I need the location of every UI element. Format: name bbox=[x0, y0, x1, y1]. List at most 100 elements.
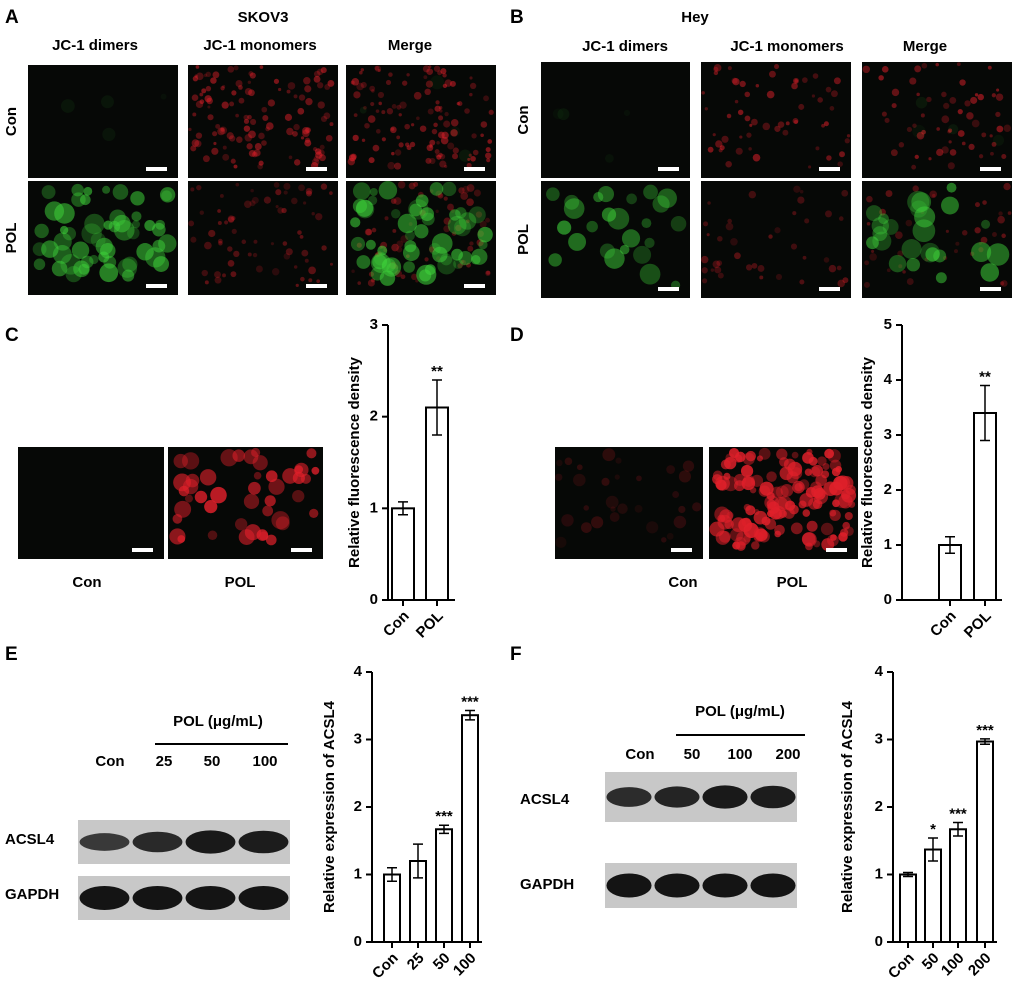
cell bbox=[429, 189, 434, 193]
cell bbox=[306, 448, 317, 459]
image-background bbox=[188, 65, 338, 178]
cell bbox=[678, 505, 686, 514]
cell bbox=[839, 151, 845, 158]
cell bbox=[969, 251, 975, 257]
cell bbox=[557, 220, 572, 235]
cell bbox=[480, 121, 488, 128]
cell bbox=[371, 89, 375, 93]
cell bbox=[449, 126, 461, 137]
cell bbox=[363, 105, 367, 110]
scale-bar bbox=[980, 287, 1001, 291]
cell bbox=[483, 95, 489, 102]
cell bbox=[840, 489, 851, 500]
cell bbox=[802, 509, 811, 517]
cell bbox=[313, 147, 318, 152]
cell bbox=[304, 85, 312, 93]
cell bbox=[756, 455, 764, 462]
cell bbox=[210, 77, 217, 84]
cell bbox=[435, 209, 439, 214]
cell bbox=[305, 98, 313, 106]
cell bbox=[303, 76, 311, 85]
cell bbox=[293, 265, 298, 269]
micrograph bbox=[28, 181, 178, 295]
cell bbox=[614, 474, 620, 480]
cell bbox=[905, 219, 913, 227]
cell bbox=[842, 277, 849, 284]
y-tick-label: 2 bbox=[884, 481, 892, 498]
cell bbox=[98, 251, 110, 263]
micrograph bbox=[701, 62, 851, 178]
cell bbox=[609, 512, 620, 522]
cell bbox=[391, 209, 401, 219]
image-label: Con bbox=[72, 574, 101, 591]
micrograph bbox=[701, 181, 851, 298]
cell bbox=[217, 209, 222, 213]
cell bbox=[568, 232, 587, 251]
cell bbox=[623, 109, 631, 117]
cell bbox=[813, 489, 829, 505]
cell bbox=[437, 131, 445, 139]
cell bbox=[244, 524, 261, 541]
cell bbox=[233, 250, 240, 258]
cell bbox=[403, 261, 415, 273]
cell bbox=[941, 91, 947, 98]
cell bbox=[196, 72, 204, 81]
cell bbox=[469, 92, 473, 97]
cell bbox=[891, 103, 897, 109]
error-bar bbox=[439, 824, 449, 835]
micrograph bbox=[862, 181, 1012, 298]
cell bbox=[425, 80, 434, 88]
cell bbox=[248, 149, 256, 157]
cell bbox=[205, 71, 212, 77]
cell bbox=[593, 192, 604, 203]
cell bbox=[464, 108, 470, 114]
cell bbox=[388, 72, 393, 77]
cell bbox=[60, 253, 82, 275]
cell bbox=[941, 115, 950, 124]
cell bbox=[872, 226, 888, 242]
cell bbox=[742, 475, 755, 487]
scale-bar bbox=[980, 167, 1001, 171]
cell bbox=[912, 123, 917, 128]
cell bbox=[286, 89, 291, 94]
cell bbox=[485, 147, 491, 153]
cell bbox=[199, 469, 217, 486]
cell bbox=[415, 194, 429, 208]
protein-label: GAPDH bbox=[5, 886, 59, 903]
cell bbox=[408, 199, 429, 220]
cell bbox=[397, 213, 418, 234]
column-header: JC-1 monomers bbox=[730, 38, 843, 55]
cell bbox=[320, 183, 328, 190]
cell bbox=[207, 530, 218, 541]
cell bbox=[576, 464, 583, 471]
cell bbox=[250, 188, 254, 193]
cell bbox=[932, 193, 936, 198]
scale-bar bbox=[464, 167, 485, 171]
cell bbox=[447, 215, 467, 235]
cell bbox=[373, 251, 388, 266]
cell bbox=[288, 155, 293, 160]
cell bbox=[202, 155, 210, 163]
x-tick-label: 200 bbox=[965, 950, 995, 980]
cell bbox=[806, 448, 813, 455]
scale-bar bbox=[132, 548, 153, 552]
cell bbox=[707, 146, 714, 153]
cell bbox=[469, 241, 474, 246]
cell bbox=[184, 494, 194, 503]
cell bbox=[948, 140, 952, 144]
cell bbox=[1003, 124, 1011, 132]
cell bbox=[348, 153, 357, 162]
cell bbox=[385, 79, 392, 86]
cell bbox=[730, 237, 738, 246]
cell bbox=[271, 268, 280, 276]
cell bbox=[716, 260, 723, 266]
cell bbox=[377, 68, 381, 73]
cell bbox=[401, 80, 408, 86]
cell bbox=[265, 126, 270, 132]
y-tick-label: 2 bbox=[370, 408, 378, 425]
cell bbox=[62, 227, 77, 241]
cell bbox=[961, 141, 966, 146]
column-header: JC-1 monomers bbox=[203, 37, 316, 54]
cell bbox=[192, 75, 199, 82]
cell bbox=[215, 123, 221, 129]
